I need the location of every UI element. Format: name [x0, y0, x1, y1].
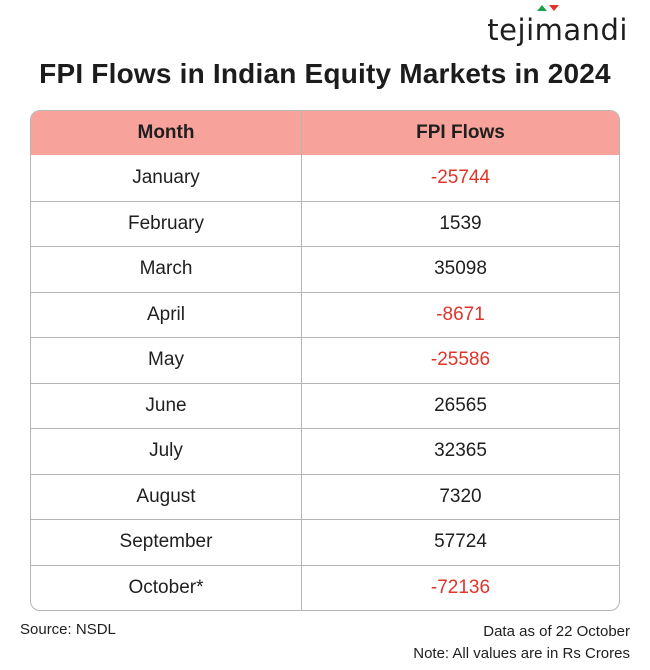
logo-text-part: teji: [487, 13, 535, 47]
table-row: October* -72136: [31, 564, 619, 610]
table-row: March 35098: [31, 246, 619, 292]
table-header-row: Month FPI Flows: [31, 111, 619, 155]
source-note: Source: NSDL: [20, 621, 116, 638]
fpi-flows-table: Month FPI Flows January -25744 February 153…: [30, 110, 620, 611]
month-cell: February: [127, 212, 205, 234]
header-month: Month: [137, 122, 195, 143]
table-row: April -8671: [31, 291, 619, 337]
logo-text-part: m: [534, 13, 564, 47]
table-row: July 32365: [31, 428, 619, 474]
month-cell: January: [132, 166, 200, 188]
table-row: September 57724: [31, 519, 619, 565]
month-cell: March: [139, 258, 193, 280]
month-cell: July: [149, 440, 183, 462]
month-cell: April: [146, 303, 185, 325]
header-fpi-flows: FPI Flows: [301, 111, 619, 155]
fpi-flow-cell: 26565: [301, 383, 619, 428]
fpi-flow-cell: 57724: [301, 520, 619, 565]
fpi-flow-cell: -25744: [301, 155, 619, 201]
fpi-flow-cell: 1539: [301, 201, 619, 246]
fpi-flow-cell: 7320: [301, 474, 619, 519]
logo-m-with-arrows: m: [534, 5, 564, 47]
logo-text: tejim andi: [487, 5, 628, 47]
month-cell: May: [148, 349, 184, 371]
table-row: June 26565: [31, 382, 619, 428]
footer-notes: Data as of 22 October Note: All values a…: [413, 621, 630, 665]
tejimandi-logo: tejim andi: [487, 5, 628, 48]
month-cell: October*: [128, 576, 204, 598]
table-row: August 7320: [31, 473, 619, 519]
month-cell: June: [145, 394, 187, 416]
month-cell: August: [136, 485, 196, 507]
fpi-flow-cell: 35098: [301, 247, 619, 292]
up-down-arrows-icon: [536, 5, 559, 11]
fpi-flow-cell: -25586: [301, 338, 619, 383]
table-row: January -25744: [31, 155, 619, 201]
page-title: FPI Flows in Indian Equity Markets in 20…: [39, 58, 611, 89]
fpi-flow-cell: 32365: [301, 429, 619, 474]
logo-text-part: andi: [563, 13, 628, 47]
data-as-of-note: Data as of 22 October: [483, 623, 630, 640]
units-note: Note: All values are in Rs Crores: [413, 645, 630, 662]
fpi-flow-cell: -8671: [301, 292, 619, 337]
table-row: February 1539: [31, 200, 619, 246]
fpi-flow-cell: -72136: [301, 565, 619, 610]
table-row: May -25586: [31, 337, 619, 383]
month-cell: September: [119, 531, 213, 553]
